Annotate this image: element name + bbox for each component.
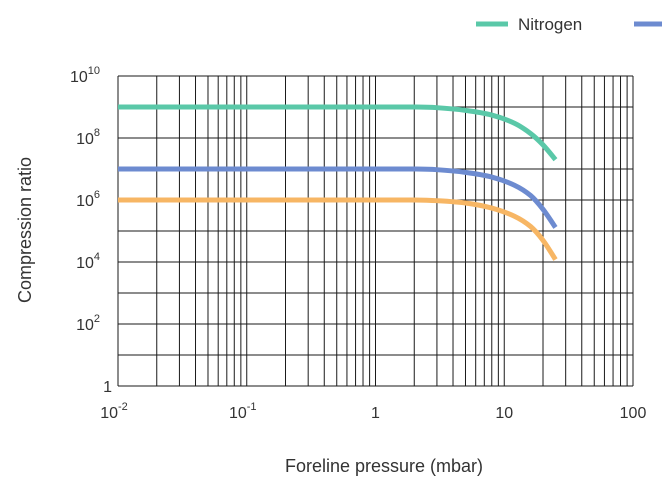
y-tick-label: 108 (76, 127, 100, 148)
legend-label-nitrogen: Nitrogen (518, 15, 582, 34)
series-line-2 (117, 166, 558, 229)
y-tick-label: 102 (76, 313, 100, 334)
series-layer (117, 104, 558, 261)
y-tick-label: 1 (103, 379, 112, 396)
x-tick-label: 10 (495, 405, 513, 422)
x-axis-label: Foreline pressure (mbar) (285, 456, 483, 476)
x-tick-label: 100 (620, 405, 647, 422)
series-line-1 (118, 104, 558, 162)
y-tick-label: 106 (76, 189, 100, 210)
y-tick-label: 1010 (70, 65, 100, 86)
x-tick-label: 1 (371, 405, 380, 422)
x-tick-label: 10-2 (100, 401, 128, 422)
grid (117, 75, 634, 387)
legend: Nitrogen (476, 15, 662, 34)
tick-labels: 10-2 10-1 1 10 100 1 102 104 106 108 1010 (70, 65, 646, 422)
x-tick-label: 10-1 (229, 401, 257, 422)
y-axis-label: Compression ratio (15, 157, 35, 303)
series-line-3 (118, 197, 558, 261)
y-tick-label: 104 (76, 251, 100, 272)
